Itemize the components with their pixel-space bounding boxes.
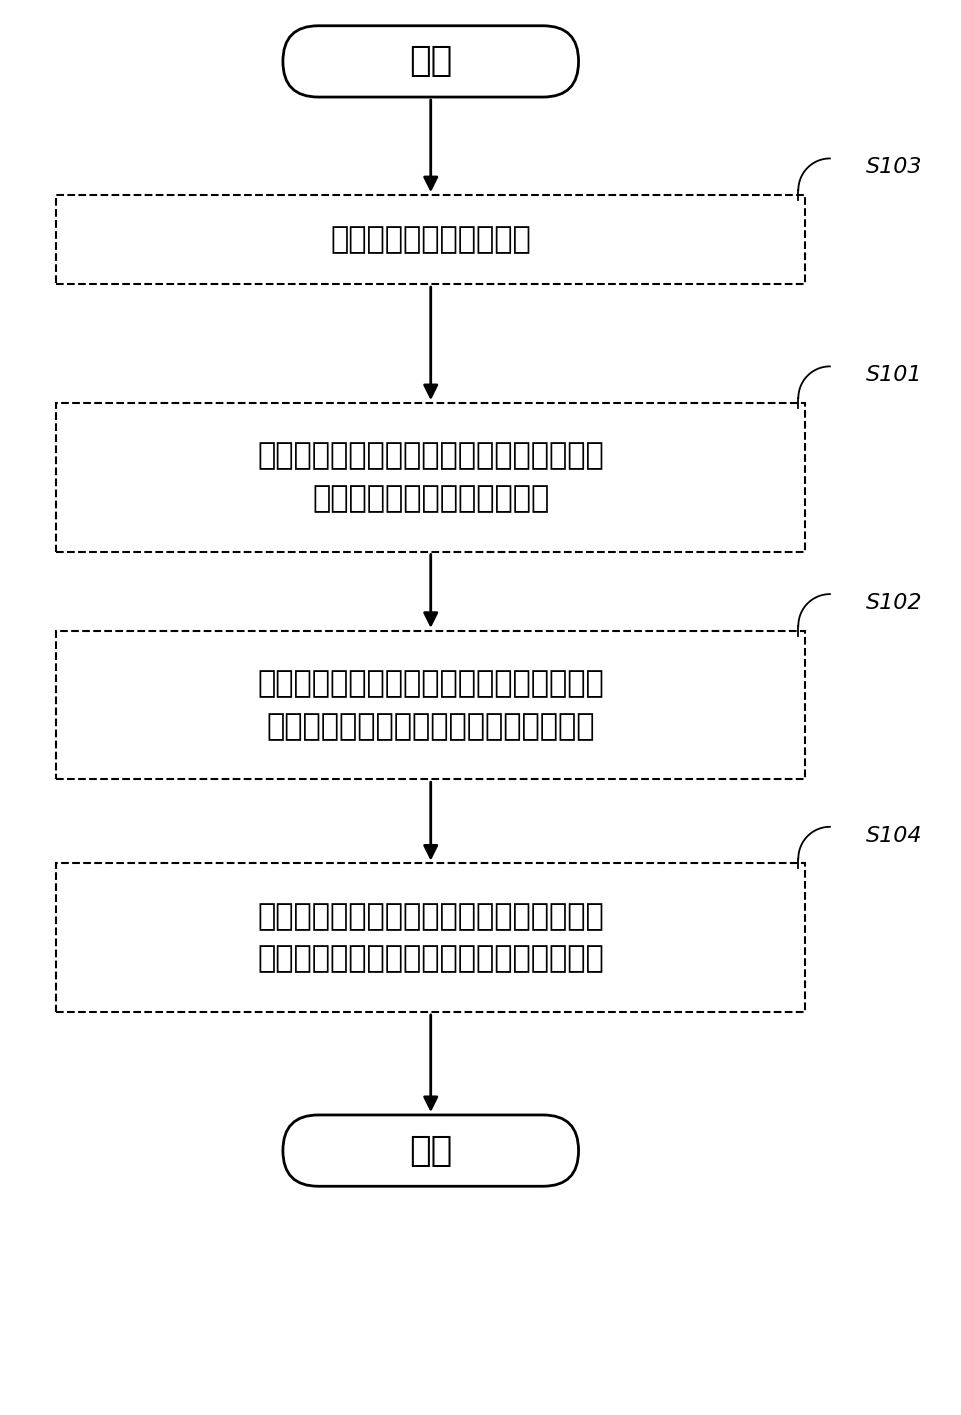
Bar <box>57 195 805 284</box>
Text: 根据红外传感器与每个红外源器件之间的第
一位置信息，确定红外传感器的位置信息: 根据红外传感器与每个红外源器件之间的第 一位置信息，确定红外传感器的位置信息 <box>258 669 604 741</box>
Text: S104: S104 <box>867 826 923 846</box>
Text: 确定红外传感器与多个红外源器件中每个红
外源器件之间的第一位置信息: 确定红外传感器与多个红外源器件中每个红 外源器件之间的第一位置信息 <box>258 441 604 514</box>
Text: 若红外传感器与每个红外源器件之间的第一
位置信息不满足预设关系，则发出报警信息: 若红外传感器与每个红外源器件之间的第一 位置信息不满足预设关系，则发出报警信息 <box>258 901 604 974</box>
Text: S103: S103 <box>867 157 923 177</box>
Text: 开始: 开始 <box>409 44 453 78</box>
Text: S101: S101 <box>867 365 923 385</box>
Bar <box>57 863 805 1012</box>
Text: S102: S102 <box>867 593 923 613</box>
Bar <box>57 403 805 552</box>
Bar <box>57 631 805 780</box>
FancyBboxPatch shape <box>283 25 579 98</box>
Text: 依次开启每个红外源器件: 依次开启每个红外源器件 <box>331 225 531 255</box>
Text: 结束: 结束 <box>409 1133 453 1167</box>
FancyBboxPatch shape <box>283 1115 579 1186</box>
